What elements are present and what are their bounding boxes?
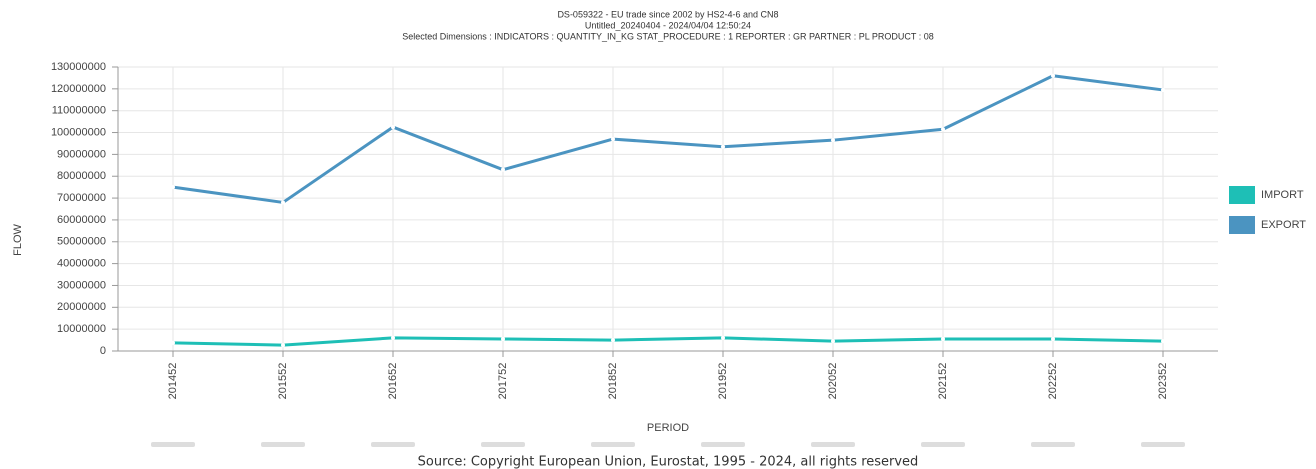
- point: [501, 336, 505, 341]
- x-tick-label: 201952: [717, 363, 729, 400]
- y-tick-label: 30000000: [57, 279, 106, 291]
- source: Source: Copyright European Union, Eurost…: [418, 455, 919, 469]
- blurred-label: [591, 442, 635, 447]
- point: [1161, 87, 1165, 92]
- y-tick-label: 110000000: [52, 105, 106, 117]
- point: [611, 137, 615, 142]
- y-tick-label: 130000000: [51, 61, 106, 73]
- blurred-label: [701, 442, 745, 447]
- point: [721, 335, 725, 340]
- y-tick-label: 90000000: [57, 148, 106, 160]
- y-tick-label: 100000000: [51, 126, 106, 138]
- x-tick-label: 201552: [277, 363, 289, 400]
- point: [501, 167, 505, 172]
- blurred-label: [261, 442, 305, 447]
- y-tick-label: 0: [100, 345, 106, 357]
- y-tick-label: 120000000: [51, 83, 106, 95]
- chart-subtitle: Untitled_20240404 - 2024/04/04 12:50:24: [585, 20, 751, 30]
- legend-swatch: [1229, 216, 1255, 234]
- x-tick-label: 201652: [387, 363, 399, 400]
- y-axis-label: FLOW: [12, 223, 24, 255]
- point: [281, 343, 285, 348]
- blurred-label: [1141, 442, 1185, 447]
- y-tick-label: 20000000: [57, 301, 106, 313]
- point: [1051, 336, 1055, 341]
- y-tick-label: 80000000: [57, 170, 106, 182]
- x-tick-label: 201752: [497, 363, 509, 400]
- y-tick-label: 50000000: [57, 236, 106, 248]
- x-axis-label: PERIOD: [647, 422, 689, 434]
- point: [941, 127, 945, 132]
- y-tick-label: 70000000: [57, 192, 106, 204]
- blurred-label: [921, 442, 965, 447]
- point: [611, 338, 615, 343]
- point: [721, 144, 725, 149]
- point: [831, 339, 835, 344]
- blurred-label: [481, 442, 525, 447]
- point: [391, 125, 395, 130]
- x-tick-label: 202152: [937, 363, 949, 400]
- series-line: [172, 336, 1164, 347]
- x-tick-label: 201852: [607, 363, 619, 400]
- point: [831, 138, 835, 143]
- point: [391, 335, 395, 340]
- legend-label: EXPORT: [1261, 219, 1306, 231]
- y-tick-label: 10000000: [57, 323, 106, 335]
- point: [941, 336, 945, 341]
- point: [1051, 73, 1055, 78]
- blurred-label: [371, 442, 415, 447]
- blurred-label: [151, 442, 195, 447]
- point: [171, 185, 175, 190]
- legend-label: IMPORT: [1261, 189, 1304, 201]
- x-tick-label: 202252: [1047, 363, 1059, 400]
- blurred-label: [811, 442, 855, 447]
- blurred-label: [1031, 442, 1075, 447]
- x-tick-label: 202352: [1157, 363, 1169, 400]
- legend-swatch: [1229, 186, 1255, 204]
- point: [281, 200, 285, 205]
- point: [1161, 339, 1165, 344]
- y-tick-label: 40000000: [57, 258, 106, 270]
- chart-title: DS-059322 - EU trade since 2002 by HS2-4…: [557, 9, 778, 19]
- series-line: [172, 74, 1164, 204]
- x-tick-label: 202052: [827, 363, 839, 400]
- point: [171, 340, 175, 345]
- y-tick-label: 60000000: [57, 214, 106, 226]
- chart-dimensions: Selected Dimensions : INDICATORS : QUANT…: [402, 31, 933, 41]
- x-tick-label: 201452: [167, 363, 179, 400]
